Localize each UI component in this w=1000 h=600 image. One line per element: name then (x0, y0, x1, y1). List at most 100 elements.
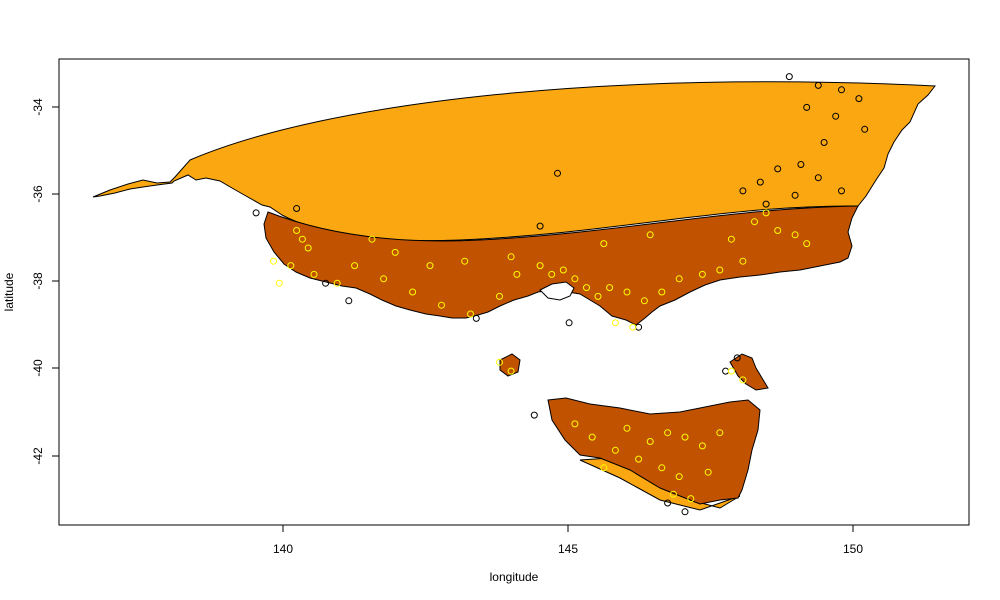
point-inside (739, 257, 747, 265)
point-inside (600, 464, 608, 472)
point-outside (322, 279, 330, 287)
point-inside (270, 257, 277, 265)
point-inside (762, 209, 770, 217)
x-tick-label: 150 (843, 542, 863, 556)
point-inside (571, 275, 579, 283)
y-tick-label: -36 (31, 185, 45, 203)
point-inside (513, 270, 521, 278)
point-outside (803, 103, 811, 111)
point-outside (635, 323, 643, 331)
point-outside (554, 169, 561, 177)
point-inside (623, 288, 631, 296)
point-inside (623, 424, 631, 432)
point-outside (797, 161, 805, 168)
outer-region (92, 81, 936, 242)
y-axis: -34 -36 -38 -40 -42 (31, 98, 60, 465)
x-axis: 140 145 150 (273, 524, 863, 556)
point-inside (791, 231, 799, 239)
point-inside (727, 235, 735, 243)
y-tick-label: -38 (31, 272, 45, 290)
point-inside (606, 284, 614, 292)
point-inside (507, 367, 515, 375)
point-outside (472, 314, 480, 322)
point-inside (298, 235, 306, 243)
point-outside (820, 139, 828, 146)
point-inside (391, 248, 399, 256)
point-inside (698, 442, 706, 450)
point-inside (559, 266, 567, 274)
point-inside (536, 262, 544, 270)
point-inside (611, 319, 619, 327)
y-tick-label: -42 (31, 447, 45, 465)
point-inside (774, 227, 782, 234)
point-inside (304, 244, 312, 252)
point-outside (855, 95, 863, 103)
point-outside (832, 112, 840, 120)
point-outside (838, 86, 845, 94)
flinders-island (729, 353, 769, 391)
point-outside (814, 81, 822, 89)
point-inside (507, 253, 515, 261)
point-inside (629, 323, 637, 331)
point-outside (838, 187, 845, 195)
x-axis-title: longitude (490, 570, 539, 584)
point-outside (536, 222, 544, 230)
point-inside (658, 464, 666, 472)
bay (539, 281, 575, 301)
tasmania-inner (547, 397, 761, 505)
point-outside (681, 508, 689, 516)
point-inside (461, 257, 469, 265)
point-outside (722, 367, 730, 375)
point-inside (594, 292, 602, 300)
point-inside (727, 367, 735, 375)
point-inside (275, 279, 283, 287)
point-inside (583, 284, 590, 292)
y-axis-title: latitude (2, 272, 16, 311)
point-inside (496, 358, 503, 366)
point-inside (716, 266, 724, 274)
point-inside (739, 376, 747, 384)
point-inside (368, 235, 376, 243)
point-outside (785, 73, 793, 81)
point-inside (611, 446, 619, 454)
point-inside (333, 279, 341, 287)
point-inside (751, 218, 758, 226)
point-inside (681, 433, 689, 441)
point-outside (762, 200, 770, 208)
y-tick-label: -34 (31, 98, 45, 116)
point-inside (351, 262, 359, 270)
point-inside (293, 227, 301, 234)
point-outside (756, 178, 764, 186)
point-outside (774, 165, 782, 173)
point-inside (409, 288, 417, 296)
point-outside (861, 125, 869, 133)
point-inside (496, 292, 503, 300)
point-inside (803, 240, 811, 248)
point-outside (252, 209, 260, 217)
point-inside (675, 473, 683, 481)
point-inside (310, 270, 318, 278)
y-tick-label: -40 (31, 359, 45, 377)
points-inside-layer (270, 209, 811, 503)
point-inside (380, 275, 388, 283)
point-outside (530, 411, 538, 419)
points-outside-layer (252, 73, 869, 516)
point-inside (646, 231, 654, 239)
point-inside (675, 275, 683, 283)
point-inside (571, 420, 579, 428)
point-outside (739, 187, 747, 195)
point-inside (664, 429, 672, 437)
point-inside (287, 262, 295, 270)
point-outside (791, 191, 799, 199)
x-tick-label: 140 (273, 542, 293, 556)
point-inside (704, 468, 712, 476)
point-inside (716, 429, 724, 437)
point-inside (635, 455, 643, 463)
regions-layer (92, 81, 936, 511)
point-outside (565, 319, 573, 327)
king-island (499, 353, 521, 377)
point-outside (733, 354, 741, 362)
point-inside (548, 270, 556, 278)
point-inside (658, 288, 666, 296)
